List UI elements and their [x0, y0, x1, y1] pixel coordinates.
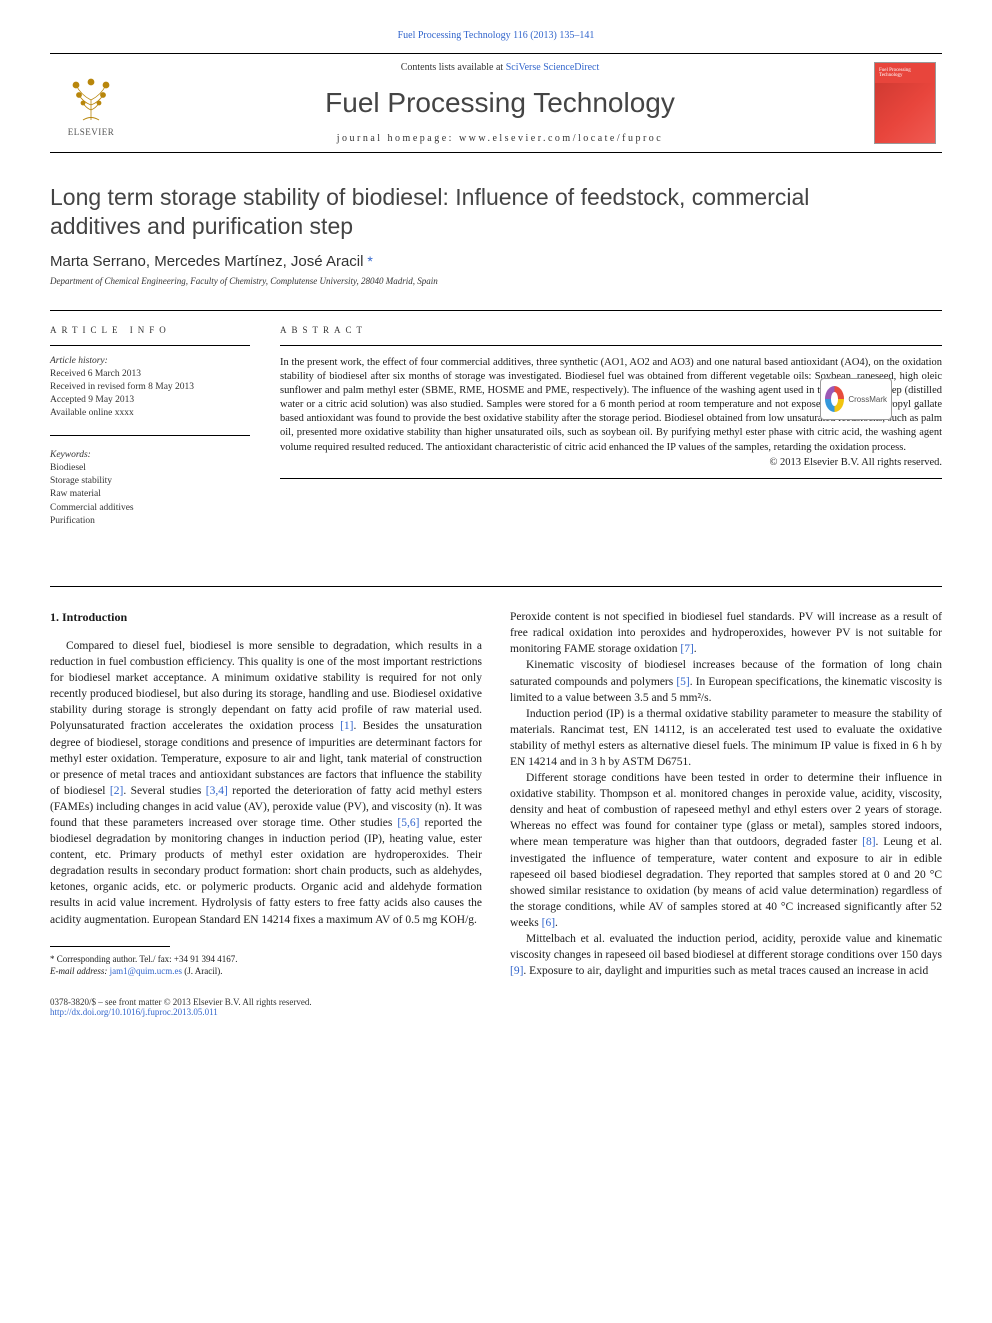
history-line: Received in revised form 8 May 2013: [50, 381, 250, 394]
journal-cover-thumb: Fuel Processing Technology: [874, 62, 936, 144]
keyword: Biodiesel: [50, 462, 250, 475]
article-info-heading: ARTICLE INFO: [50, 325, 250, 335]
abstract-column: ABSTRACT In the present work, the effect…: [280, 325, 942, 557]
email-link[interactable]: jam1@quim.ucm.es: [110, 966, 182, 976]
contents-prefix: Contents lists available at: [401, 62, 506, 73]
footnote-separator: [50, 946, 170, 947]
crossmark-label: CrossMark: [848, 395, 887, 404]
body-col-left: 1. Introduction Compared to diesel fuel,…: [50, 609, 482, 979]
article-info-column: ARTICLE INFO Article history: Received 6…: [50, 325, 250, 557]
body-para: Peroxide content is not specified in bio…: [510, 609, 942, 657]
citation[interactable]: [1]: [340, 720, 353, 732]
email-footnote: E-mail address: jam1@quim.ucm.es (J. Ara…: [50, 965, 482, 978]
body-columns: 1. Introduction Compared to diesel fuel,…: [50, 586, 942, 979]
body-para: Compared to diesel fuel, biodiesel is mo…: [50, 638, 482, 928]
journal-header: ELSEVIER Contents lists available at Sci…: [50, 53, 942, 153]
doi-link[interactable]: http://dx.doi.org/10.1016/j.fuproc.2013.…: [50, 1007, 218, 1017]
contents-line: Contents lists available at SciVerse Sci…: [126, 62, 874, 73]
corresponding-asterisk: *: [363, 253, 372, 269]
elsevier-label: ELSEVIER: [68, 127, 115, 137]
keyword: Raw material: [50, 488, 250, 501]
email-suffix: (J. Aracil).: [182, 966, 223, 976]
homepage-url[interactable]: www.elsevier.com/locate/fuproc: [459, 133, 663, 144]
corresponding-footnote: * Corresponding author. Tel./ fax: +34 9…: [50, 953, 482, 966]
citation[interactable]: [5]: [676, 676, 689, 688]
intro-heading: 1. Introduction: [50, 609, 482, 626]
homepage-label: journal homepage:: [337, 133, 459, 144]
crossmark-icon: [825, 386, 844, 412]
body-para: Mittelbach et al. evaluated the inductio…: [510, 931, 942, 979]
homepage-line: journal homepage: www.elsevier.com/locat…: [126, 133, 874, 144]
authors-list: Marta Serrano, Mercedes Martínez, José A…: [50, 253, 363, 270]
body-para: Kinematic viscosity of biodiesel increas…: [510, 657, 942, 705]
sciencedirect-link[interactable]: SciVerse ScienceDirect: [506, 62, 600, 73]
crossmark-badge[interactable]: CrossMark: [820, 378, 892, 420]
email-label: E-mail address:: [50, 966, 110, 976]
abstract-copyright: © 2013 Elsevier B.V. All rights reserved…: [280, 457, 942, 468]
citation[interactable]: [8]: [862, 836, 875, 848]
cover-thumb-text: Fuel Processing Technology: [879, 68, 935, 79]
citation[interactable]: [6]: [542, 917, 555, 929]
citation[interactable]: [7]: [680, 643, 693, 655]
citation[interactable]: [2]: [110, 785, 123, 797]
elsevier-logo: ELSEVIER: [56, 63, 126, 143]
affiliation: Department of Chemical Engineering, Facu…: [50, 276, 942, 286]
citation[interactable]: [3,4]: [206, 785, 228, 797]
article-title: Long term storage stability of biodiesel…: [50, 183, 942, 241]
body-para: Induction period (IP) is a thermal oxida…: [510, 706, 942, 770]
history-line: Received 6 March 2013: [50, 368, 250, 381]
top-citation[interactable]: Fuel Processing Technology 116 (2013) 13…: [50, 30, 942, 41]
history-line: Accepted 9 May 2013: [50, 394, 250, 407]
citation[interactable]: [5,6]: [397, 817, 419, 829]
issn-line: 0378-3820/$ – see front matter © 2013 El…: [50, 997, 942, 1007]
elsevier-tree-icon: [61, 70, 121, 125]
authors: Marta Serrano, Mercedes Martínez, José A…: [50, 253, 942, 270]
bottom-bar: 0378-3820/$ – see front matter © 2013 El…: [50, 997, 942, 1017]
abstract-heading: ABSTRACT: [280, 325, 942, 335]
body-col-right: Peroxide content is not specified in bio…: [510, 609, 942, 979]
keyword: Purification: [50, 515, 250, 528]
citation[interactable]: [9]: [510, 965, 523, 977]
keyword: Storage stability: [50, 475, 250, 488]
history-line: Available online xxxx: [50, 407, 250, 420]
journal-title: Fuel Processing Technology: [126, 87, 874, 119]
keywords-label: Keywords:: [50, 450, 250, 460]
body-para: Different storage conditions have been t…: [510, 770, 942, 931]
keyword: Commercial additives: [50, 502, 250, 515]
history-label: Article history:: [50, 356, 250, 366]
